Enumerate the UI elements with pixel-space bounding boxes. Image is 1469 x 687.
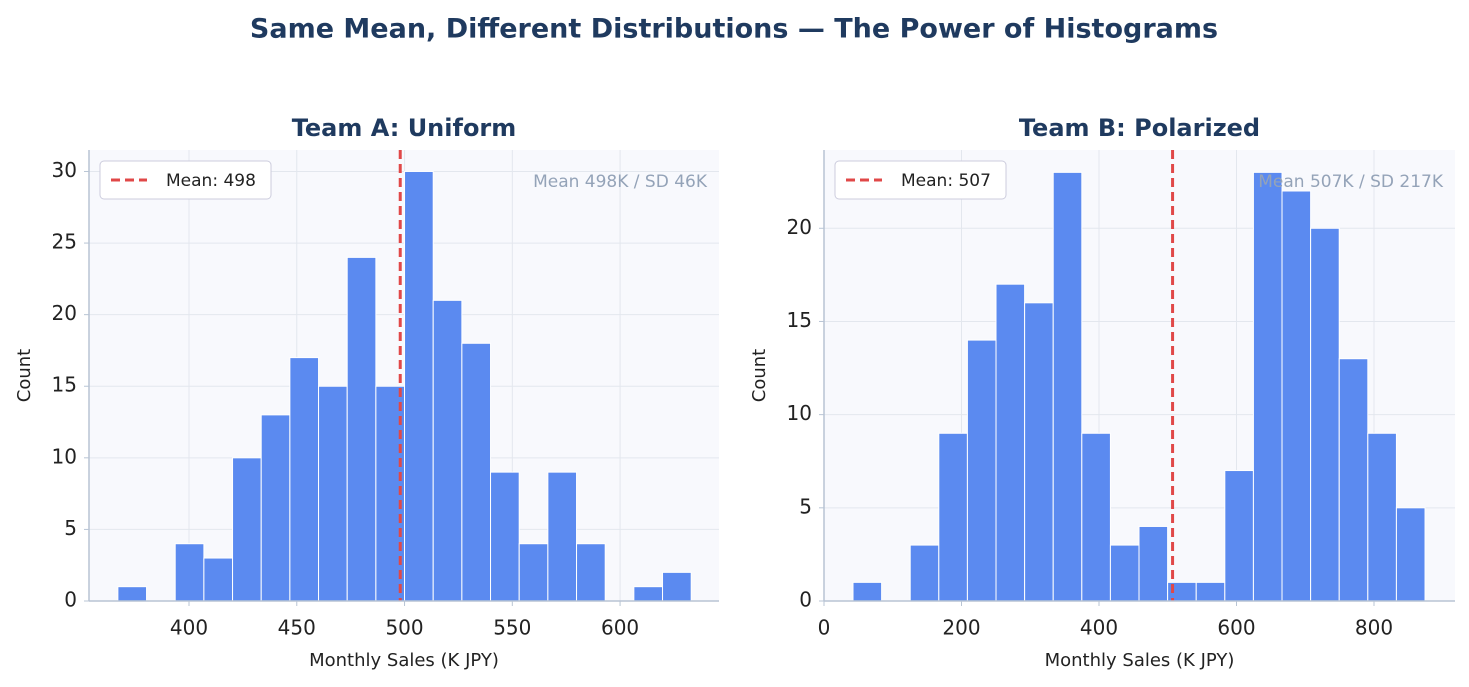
bar — [518, 543, 549, 602]
chart-title: Team A: Uniform — [292, 114, 517, 142]
bar — [174, 543, 205, 602]
y-tick-label: 5 — [64, 516, 77, 540]
x-tick-label: 400 — [170, 616, 208, 640]
x-tick-label: 500 — [385, 616, 423, 640]
bar — [232, 457, 262, 602]
y-tick-label: 20 — [787, 215, 812, 239]
bar — [1138, 525, 1169, 602]
y-tick-label: 15 — [52, 373, 77, 397]
y-tick-label: 5 — [799, 494, 812, 518]
bar — [461, 342, 492, 602]
y-tick-label: 25 — [52, 230, 77, 254]
legend-label: Mean: 498 — [166, 171, 256, 191]
bar — [938, 432, 968, 602]
annotation: Mean 507K / SD 217K — [1258, 172, 1444, 192]
bar — [1024, 302, 1054, 602]
bar — [404, 170, 434, 602]
chart-title: Team B: Polarized — [1019, 114, 1260, 142]
bar — [289, 357, 320, 602]
x-tick-label: 600 — [601, 616, 639, 640]
figure-title: Same Mean, Different Distributions — The… — [250, 14, 1218, 45]
bar — [852, 581, 883, 602]
bar — [1395, 507, 1426, 602]
x-axis-label: Monthly Sales (K JPY) — [1045, 650, 1235, 671]
bar — [547, 471, 578, 602]
y-tick-label: 10 — [52, 444, 77, 468]
bar — [1367, 432, 1397, 602]
bar — [633, 586, 664, 602]
bar — [260, 414, 291, 602]
bar — [1338, 358, 1369, 602]
x-tick-label: 600 — [1217, 616, 1255, 640]
bar — [995, 283, 1026, 602]
bar — [117, 586, 148, 602]
legend-box — [834, 160, 1007, 200]
y-tick-label: 10 — [787, 401, 812, 425]
x-tick-label: 450 — [278, 616, 316, 640]
bar — [576, 543, 606, 602]
y-tick-label: 0 — [799, 588, 812, 612]
x-axis-label: Monthly Sales (K JPY) — [309, 650, 499, 671]
bar — [1310, 227, 1340, 602]
legend-box — [99, 160, 272, 200]
x-tick-label: 800 — [1355, 616, 1393, 640]
bar — [662, 571, 692, 602]
bar — [1281, 190, 1312, 602]
y-axis-label: Count — [749, 349, 770, 402]
bar — [1081, 432, 1111, 602]
x-tick-label: 0 — [818, 616, 831, 640]
bar — [1224, 470, 1254, 602]
y-tick-label: 15 — [787, 308, 812, 332]
bar — [490, 471, 520, 602]
bar — [1252, 171, 1283, 602]
legend-label: Mean: 507 — [901, 171, 991, 191]
y-axis-label: Count — [14, 349, 35, 402]
bar — [432, 299, 463, 602]
bar — [1195, 581, 1226, 602]
x-tick-label: 400 — [1080, 616, 1118, 640]
x-tick-label: 550 — [493, 616, 531, 640]
bar — [318, 385, 348, 602]
y-tick-label: 20 — [52, 301, 77, 325]
annotation: Mean 498K / SD 46K — [533, 172, 708, 192]
y-tick-label: 0 — [64, 588, 77, 612]
bar — [1109, 544, 1140, 602]
bar — [966, 339, 997, 602]
bar — [909, 544, 940, 602]
bar — [203, 557, 234, 602]
x-tick-label: 200 — [942, 616, 980, 640]
bar — [1052, 171, 1083, 602]
bar — [346, 256, 377, 602]
y-tick-label: 30 — [52, 158, 77, 182]
